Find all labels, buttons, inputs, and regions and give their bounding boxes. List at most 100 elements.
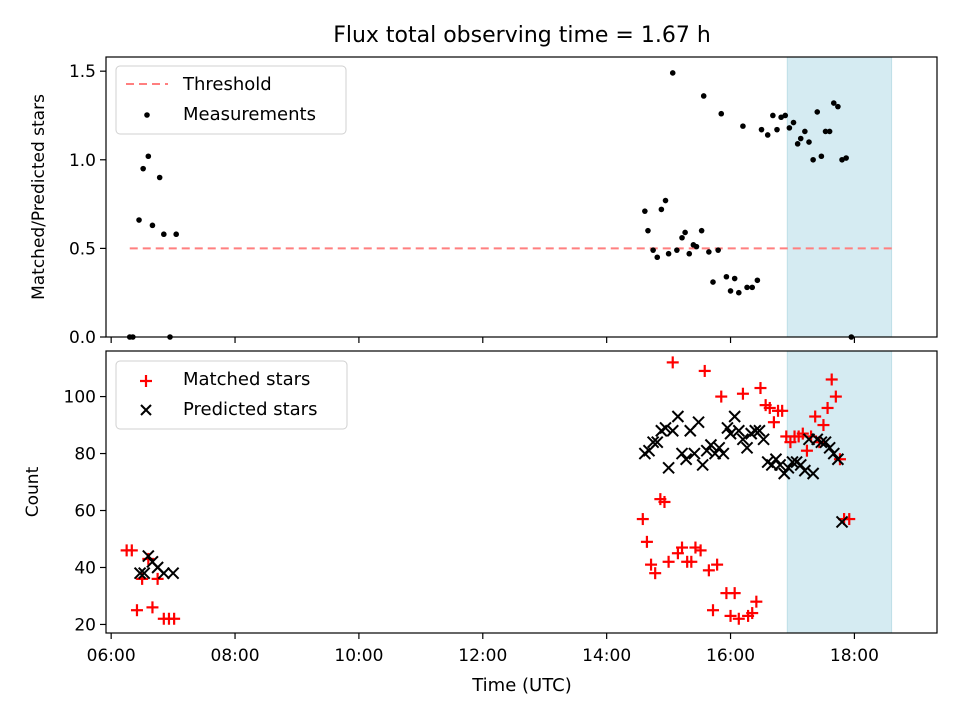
predicted-stars-point (815, 435, 828, 449)
measurements-point (642, 208, 648, 214)
predicted-stars-point (806, 467, 820, 480)
matched-stars-point (168, 612, 181, 625)
measurements-point (802, 128, 808, 135)
matched-stars-point (732, 612, 745, 625)
predicted-stars-point (757, 433, 770, 446)
matched-stars-point (711, 558, 724, 571)
matched-stars-point (746, 607, 759, 620)
matched-stars-point (706, 604, 719, 617)
predicted-stars-point (704, 438, 718, 452)
predicted-stars-point (696, 458, 709, 472)
measurements-point (758, 126, 765, 133)
matched-stars-point (796, 427, 809, 440)
measurements-point (782, 112, 789, 119)
matched-stars-point (636, 513, 649, 526)
matched-stars-point (640, 535, 653, 548)
predicted-stars-point (137, 566, 151, 580)
predicted-stars-point (679, 453, 693, 466)
measurements-point (715, 247, 721, 253)
measurements-point (744, 284, 750, 291)
y-tick-label: 20 (74, 615, 96, 635)
measurements-point (706, 249, 712, 255)
matched-stars-point (698, 364, 711, 377)
predicted-stars-point (666, 424, 679, 437)
measurements-point (686, 250, 693, 257)
y-tick-label: 0.5 (69, 239, 96, 259)
matched-stars-point (763, 401, 776, 414)
predicted-stars-point (133, 566, 147, 580)
measurements-point (727, 288, 734, 294)
measurements-point (749, 284, 756, 291)
measurements-point (843, 155, 849, 161)
matched-stars-point (728, 587, 741, 600)
matched-stars-point (809, 410, 822, 423)
predicted-stars-point (773, 458, 787, 472)
x-tick-label: 14:00 (582, 646, 631, 666)
matched-stars-point (645, 558, 658, 571)
predicted-stars-point (671, 410, 685, 423)
matched-stars-point (146, 601, 159, 614)
predicted-stars-point (778, 467, 791, 480)
measurements-point (693, 243, 700, 250)
legend-threshold-label: Threshold (182, 74, 272, 95)
top-axes-frame (105, 56, 938, 338)
measurements-point (826, 128, 833, 135)
top-highlight-band (786, 56, 893, 338)
bottom-panel: 06:00 08:00 10:00 12:00 14:00 16:00 18:00 20 40 6… (23, 350, 938, 696)
predicted-stars-point (827, 447, 840, 460)
measurements-point (770, 112, 776, 119)
matched-stars-point (130, 604, 143, 617)
predicted-stars-point (728, 410, 741, 423)
predicted-stars-point (651, 435, 664, 449)
measurements-point (700, 93, 707, 99)
measurements-point (814, 109, 821, 115)
bottom-legend: Matched stars Predicted stars (115, 360, 348, 430)
measurements-point (797, 135, 804, 142)
matched-stars-point (825, 373, 838, 386)
predicted-stars-point (736, 433, 750, 446)
matched-stars-point (829, 390, 842, 403)
top-legend: Threshold Measurements (115, 65, 347, 135)
measurements-point (662, 197, 669, 204)
predicted-stars-point (157, 566, 171, 580)
matched-stars-point (724, 609, 737, 622)
matched-stars-point (767, 416, 780, 429)
predicted-stars-point (835, 515, 849, 529)
top-legend-box (115, 65, 347, 135)
matched-stars-point (754, 382, 767, 395)
legend-matched-label: Matched stars (183, 369, 310, 390)
measurements-point (698, 227, 705, 234)
measurements-point (156, 174, 163, 181)
matched-stars-point (649, 567, 662, 580)
matched-stars-point (676, 541, 689, 554)
y-tick-label: 1.5 (69, 62, 96, 82)
measurements-point (723, 273, 730, 280)
measurements-point (710, 279, 716, 285)
predicted-stars-point (662, 461, 675, 474)
y-tick-label: 100 (64, 388, 96, 408)
top-measurement-points (126, 70, 855, 340)
matched-stars-point (800, 444, 813, 457)
predicted-stars-point (659, 421, 672, 435)
matched-stars-point (833, 453, 846, 466)
predicted-stars-point (769, 453, 783, 466)
legend-measurements-swatch (144, 112, 150, 118)
y-tick-label: 40 (74, 558, 96, 578)
predicted-stars-point (646, 435, 660, 449)
predicted-stars-point (166, 566, 180, 580)
predicted-stars-point (823, 441, 836, 455)
figure-title: Flux total observing time = 1.67 h (333, 23, 711, 48)
bottom-axes-frame (105, 350, 938, 634)
measurements-point (806, 139, 812, 145)
measurements-point (654, 254, 661, 261)
measurements-point (718, 110, 725, 117)
measurements-point (679, 234, 685, 241)
top-axis-ticks: 0.0 0.5 1.0 1.5 (69, 62, 856, 348)
y-tick-label: 80 (74, 445, 96, 465)
bottom-axis-ticks: 06:00 08:00 10:00 12:00 14:00 16:00 18:00 20 40 6… (64, 388, 879, 666)
measurements-point (674, 247, 680, 253)
predicted-stars-point (700, 444, 714, 457)
x-tick-label: 10:00 (334, 646, 383, 666)
measurements-point (136, 217, 142, 223)
